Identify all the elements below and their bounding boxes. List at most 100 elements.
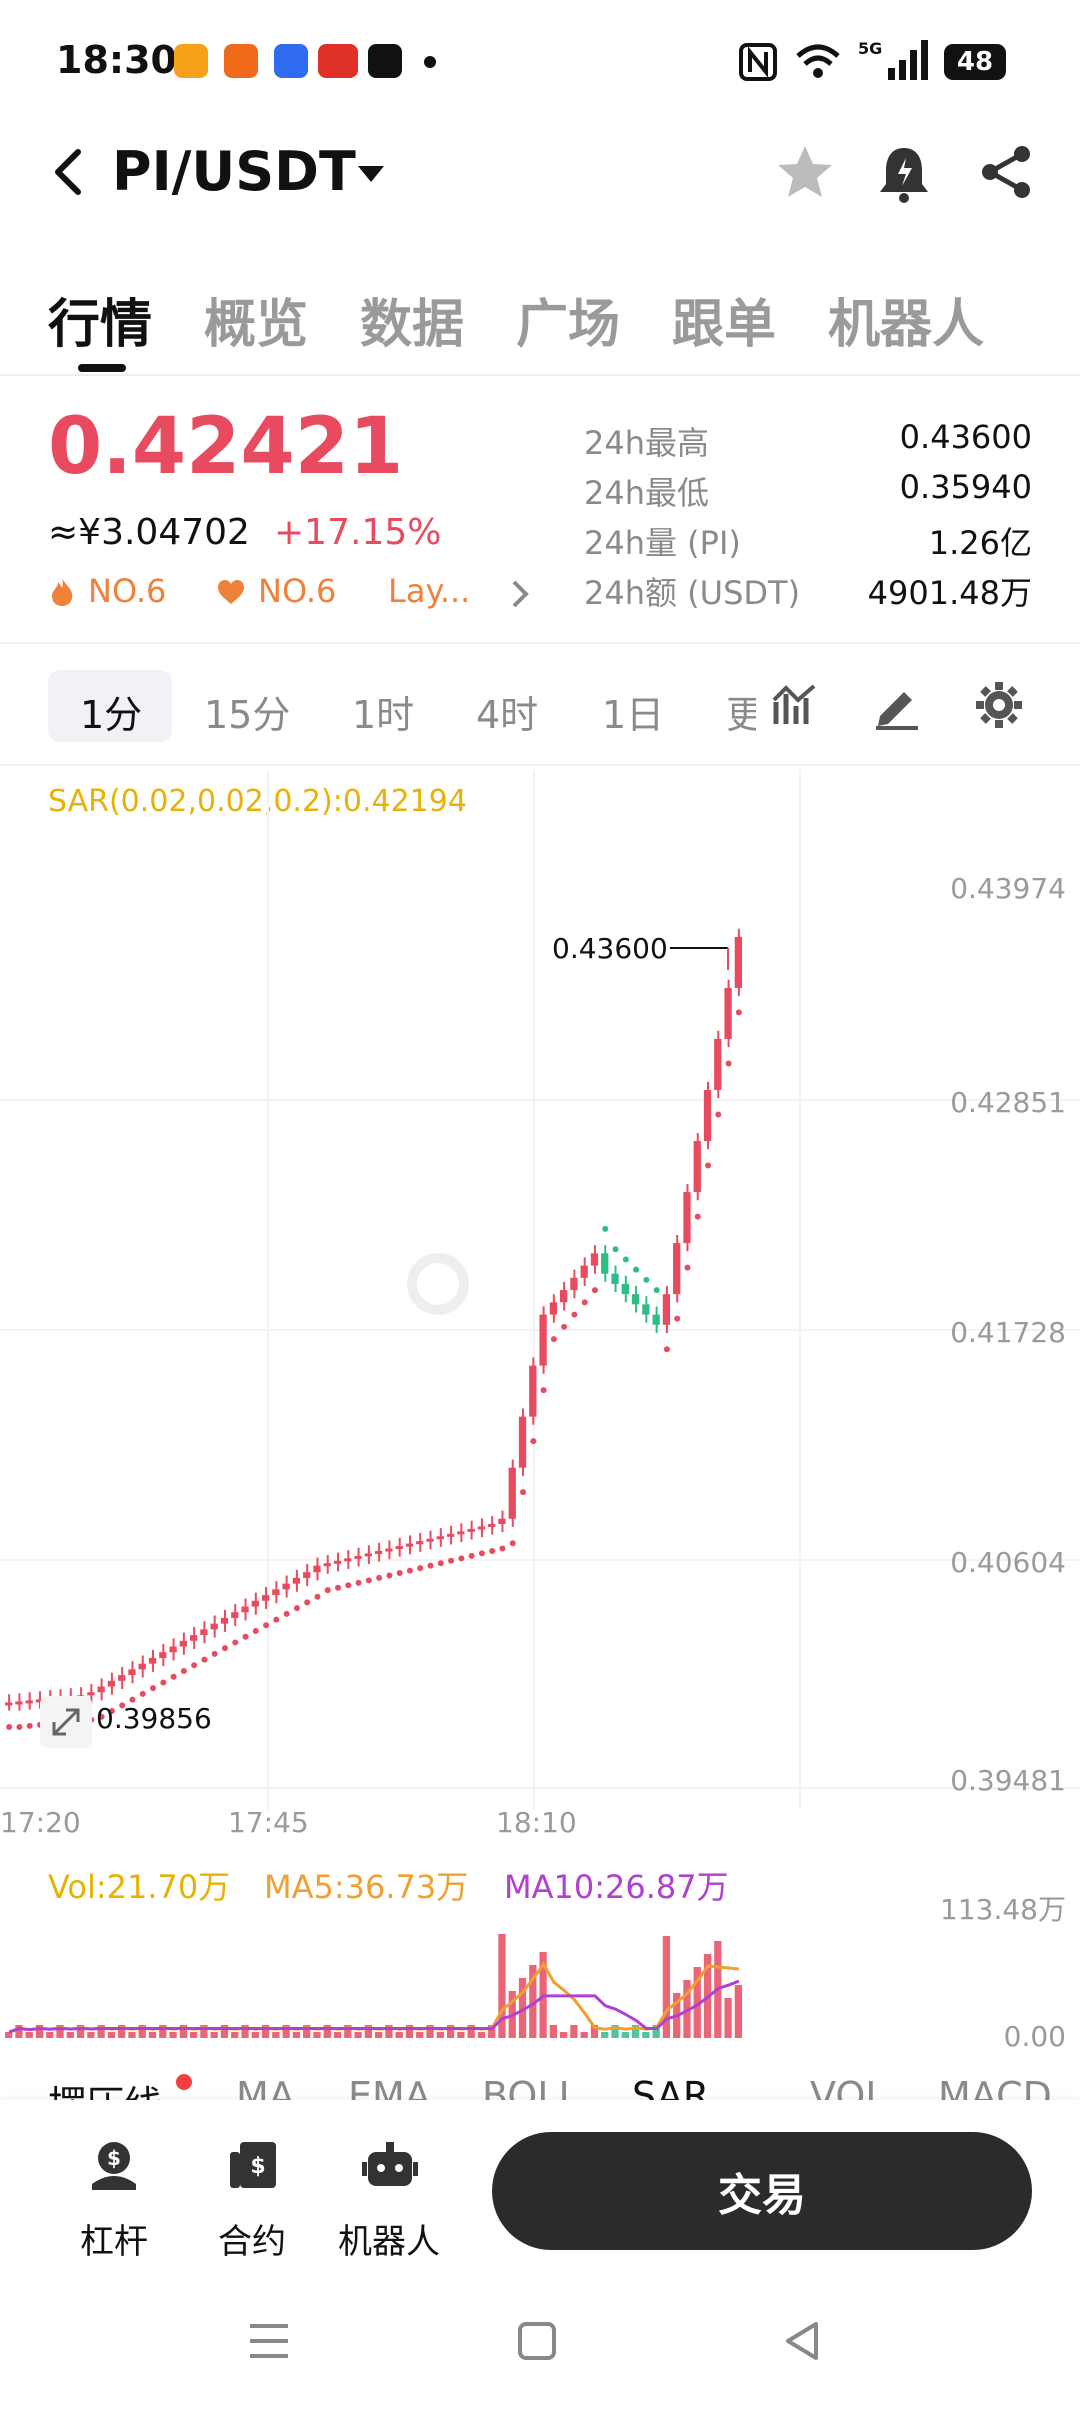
volume-bar bbox=[529, 1965, 537, 2038]
sar-dot bbox=[293, 1605, 300, 1612]
tab-market[interactable]: 行情 bbox=[48, 295, 153, 355]
candle-body bbox=[282, 1583, 290, 1590]
volume-bar bbox=[333, 2032, 342, 2038]
expand-chart-icon[interactable] bbox=[40, 1696, 92, 1748]
hot-rank-badge[interactable]: NO.6 bbox=[88, 572, 167, 610]
volume-bar bbox=[621, 2032, 629, 2038]
indicator-tab-ma[interactable]: MA bbox=[236, 2074, 295, 2100]
sar-dot bbox=[345, 1582, 352, 1589]
sar-dot bbox=[684, 1264, 691, 1271]
robot-icon[interactable] bbox=[362, 2138, 418, 2194]
svg-text:$: $ bbox=[107, 2146, 121, 2170]
sar-dot bbox=[98, 1713, 105, 1720]
home-nav-icon[interactable] bbox=[514, 2318, 560, 2364]
timeframe-1d[interactable]: 1日 bbox=[602, 693, 665, 737]
divider bbox=[0, 374, 1080, 376]
candle-body bbox=[703, 1089, 712, 1142]
candle-body bbox=[580, 1265, 588, 1278]
indicator-tab-sar[interactable]: SAR bbox=[632, 2074, 710, 2100]
volume-bar bbox=[128, 2032, 136, 2038]
candle-body bbox=[457, 1531, 465, 1535]
sector-tag[interactable]: Lay... bbox=[388, 572, 471, 610]
pair-dropdown-icon[interactable] bbox=[356, 164, 386, 184]
candle-body bbox=[344, 1558, 352, 1562]
sar-dot bbox=[242, 1633, 249, 1640]
volume-bar bbox=[601, 2032, 609, 2038]
candle-body bbox=[210, 1623, 218, 1630]
sar-dot bbox=[273, 1616, 280, 1623]
menu-nav-icon[interactable] bbox=[246, 2318, 292, 2364]
sar-dot bbox=[6, 1723, 13, 1730]
stat-label: 24h最高 bbox=[584, 424, 710, 462]
back-arrow-icon[interactable] bbox=[48, 146, 88, 198]
candle-body bbox=[220, 1617, 229, 1624]
timeframe-more[interactable]: 更 bbox=[726, 693, 756, 737]
sar-dot bbox=[129, 1696, 136, 1703]
volume-bar bbox=[190, 2032, 198, 2038]
indicator-tab-macd[interactable]: MACD bbox=[938, 2074, 1052, 2100]
contract-label[interactable]: 合约 bbox=[218, 2222, 286, 2262]
draw-pencil-icon[interactable] bbox=[872, 680, 922, 730]
watermark-logo-icon bbox=[407, 1253, 469, 1315]
sar-dot bbox=[160, 1679, 167, 1686]
leverage-icon[interactable]: $ bbox=[86, 2138, 142, 2194]
tab-data[interactable]: 数据 bbox=[360, 295, 465, 355]
share-icon[interactable] bbox=[978, 144, 1034, 200]
indicator-tab-ema[interactable]: EMA bbox=[348, 2074, 431, 2100]
cny-price: ≈¥3.04702 bbox=[48, 512, 250, 553]
battery-level: 48 bbox=[956, 47, 994, 77]
volume-bar bbox=[292, 2032, 301, 2038]
indicator-chart-icon[interactable] bbox=[770, 680, 820, 730]
gainer-rank-badge[interactable]: NO.6 bbox=[258, 572, 337, 610]
candle-body bbox=[446, 1533, 455, 1537]
candle-body bbox=[714, 1038, 722, 1090]
indicator-tab-vol[interactable]: VOL bbox=[810, 2074, 887, 2100]
volume-bar bbox=[159, 2025, 167, 2038]
candle-body bbox=[621, 1283, 629, 1295]
y-axis-tick: 0.43974 bbox=[950, 872, 1066, 905]
price-alert-bell-icon[interactable] bbox=[876, 144, 932, 204]
trade-button[interactable]: 交易 bbox=[492, 2132, 1032, 2250]
chevron-right-icon[interactable] bbox=[508, 578, 532, 610]
volume-bar bbox=[457, 2032, 465, 2038]
leverage-label[interactable]: 杠杆 bbox=[80, 2222, 148, 2262]
timeframe-1m[interactable]: 1分 bbox=[80, 693, 143, 737]
candlestick-chart[interactable] bbox=[0, 770, 1080, 2120]
timeframe-15m[interactable]: 15分 bbox=[204, 693, 291, 737]
stat-label: 24h最低 bbox=[584, 474, 710, 512]
pair-title[interactable]: PI/USDT bbox=[112, 140, 356, 203]
stat-value: 0.35940 bbox=[899, 468, 1032, 506]
volume-bar bbox=[385, 2025, 393, 2038]
timeframe-1h[interactable]: 1时 bbox=[352, 693, 415, 737]
candle-body bbox=[590, 1253, 599, 1266]
robot-label[interactable]: 机器人 bbox=[338, 2222, 440, 2262]
candle-body bbox=[683, 1192, 691, 1244]
tab-square[interactable]: 广场 bbox=[516, 295, 621, 355]
timeframe-4h[interactable]: 4时 bbox=[476, 693, 539, 737]
candle-body bbox=[118, 1675, 126, 1681]
tab-robot[interactable]: 机器人 bbox=[828, 295, 985, 355]
back-nav-icon[interactable] bbox=[780, 2318, 826, 2364]
sar-dot bbox=[612, 1246, 619, 1253]
candle-body bbox=[549, 1302, 557, 1315]
status-bar: 18:30 5G 48 bbox=[0, 0, 1080, 120]
volume-bar bbox=[631, 2025, 640, 2038]
star-favorite-icon[interactable] bbox=[774, 142, 836, 202]
indicator-tabs: 摆压线 MA EMA BOLL SAR VOL MACD bbox=[0, 2060, 1080, 2100]
trade-button-label: 交易 bbox=[718, 2170, 806, 2221]
app-notification-icon bbox=[224, 44, 258, 78]
tab-copy-trade[interactable]: 跟单 bbox=[672, 295, 777, 355]
nfc-icon bbox=[739, 43, 777, 81]
ma5-volume-label: MA5:36.73万 bbox=[264, 1868, 469, 1906]
tab-overview[interactable]: 概览 bbox=[204, 295, 309, 355]
contract-icon[interactable]: $ bbox=[226, 2138, 282, 2194]
sar-dot bbox=[355, 1579, 362, 1586]
volume-bar bbox=[662, 1936, 671, 2038]
sar-dot bbox=[520, 1489, 527, 1496]
indicator-tab-boll[interactable]: BOLL bbox=[482, 2074, 580, 2100]
indicator-tab-pressure[interactable]: 摆压线 bbox=[48, 2074, 162, 2100]
candle-body bbox=[395, 1546, 403, 1550]
volume-bar bbox=[323, 2025, 331, 2038]
candle-body bbox=[200, 1629, 208, 1636]
settings-gear-icon[interactable] bbox=[974, 680, 1024, 730]
